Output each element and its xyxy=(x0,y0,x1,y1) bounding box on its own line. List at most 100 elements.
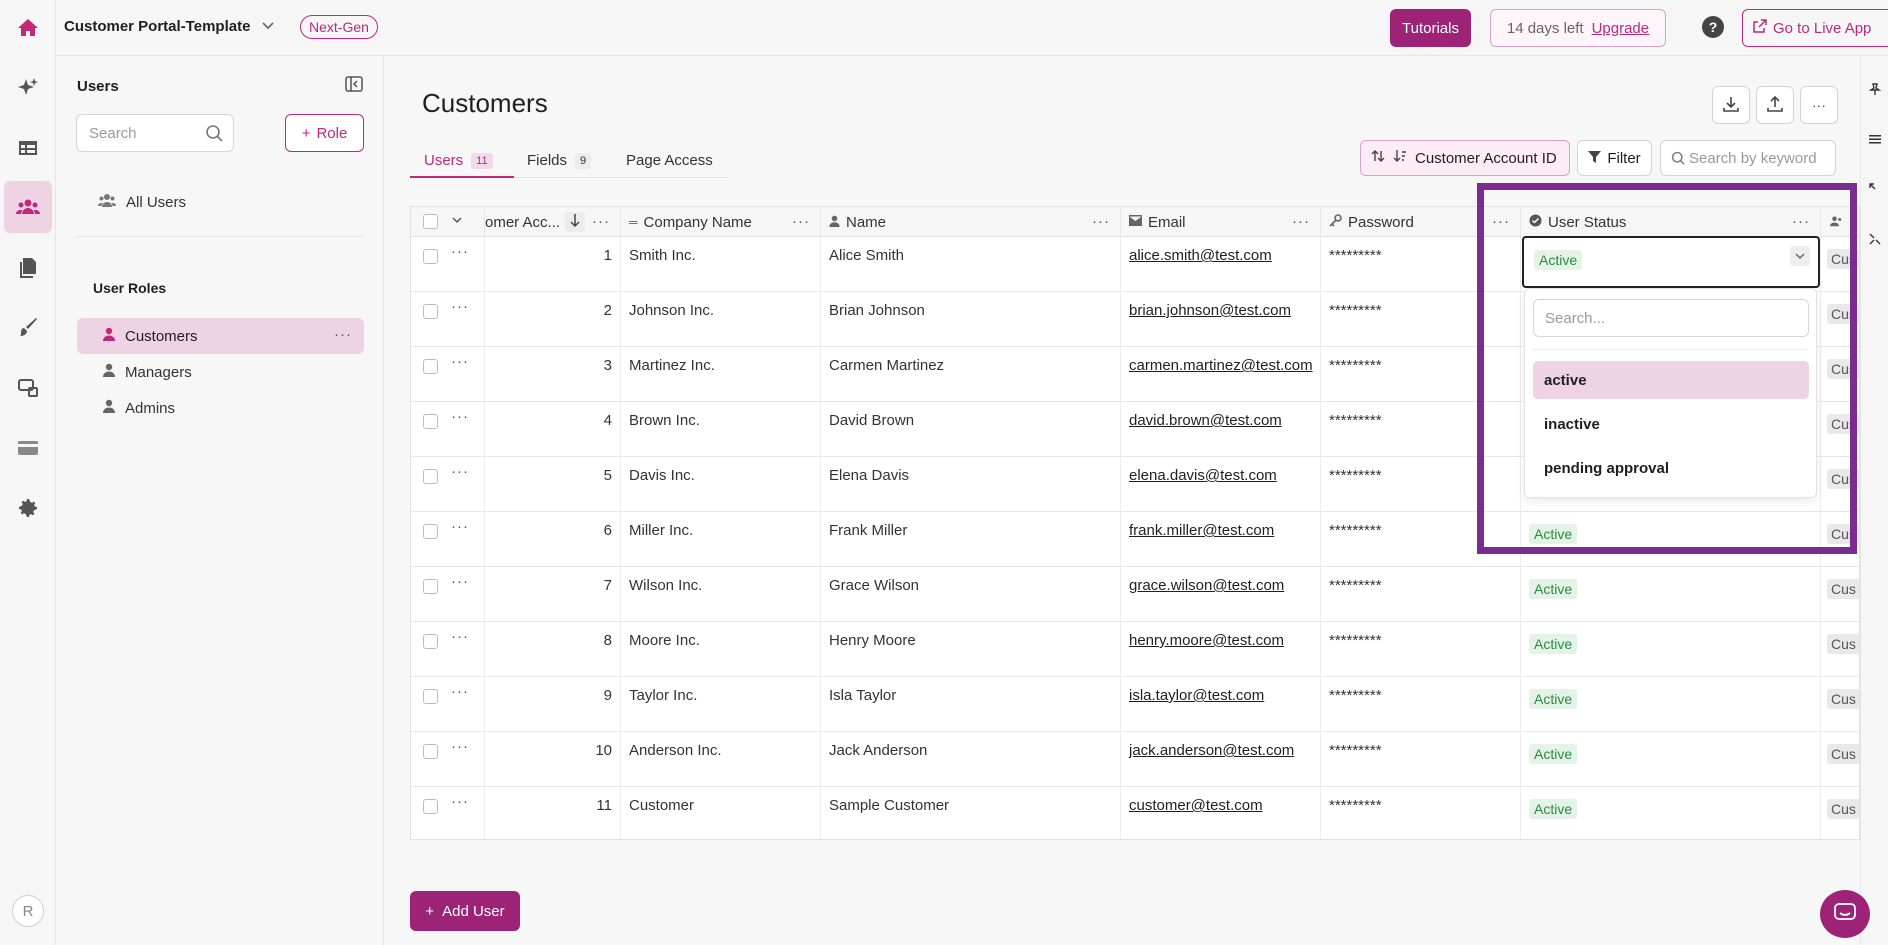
email-link[interactable]: jack.anderson@test.com xyxy=(1129,742,1295,759)
more-icon[interactable]: ··· xyxy=(1092,213,1110,230)
tutorials-button[interactable]: Tutorials xyxy=(1390,9,1471,47)
keyword-search-input[interactable]: Search by keyword xyxy=(1660,140,1836,176)
cell-status[interactable]: Active xyxy=(1521,622,1821,677)
row-more-icon[interactable]: ··· xyxy=(451,573,469,590)
cell-name[interactable]: Alice Smith xyxy=(821,237,1121,292)
cell-id[interactable]: 1 xyxy=(485,237,621,292)
cell-status[interactable] xyxy=(1521,347,1821,402)
cell-role[interactable]: Cus xyxy=(1821,347,1859,402)
role-item-admins[interactable]: Admins xyxy=(77,390,364,426)
row-select-cell[interactable]: ··· xyxy=(411,622,485,677)
cell-password[interactable]: ********* xyxy=(1321,787,1521,839)
brush-icon[interactable] xyxy=(4,301,52,353)
table-row[interactable]: ··· 7 Wilson Inc. Grace Wilson grace.wilson@… xyxy=(411,567,1859,622)
more-options-button[interactable]: ··· xyxy=(1800,86,1838,124)
row-more-icon[interactable]: ··· xyxy=(451,243,469,260)
cell-name[interactable]: Carmen Martinez xyxy=(821,347,1121,402)
cell-email[interactable]: henry.moore@test.com xyxy=(1121,622,1321,677)
user-avatar[interactable]: R xyxy=(12,895,44,927)
shrink-icon[interactable] xyxy=(1869,232,1881,248)
row-more-icon[interactable]: ··· xyxy=(451,353,469,370)
cell-password[interactable]: ********* xyxy=(1321,622,1521,677)
row-select-cell[interactable]: ··· xyxy=(411,677,485,732)
table-row[interactable]: ··· 5 Davis Inc. Elena Davis elena.davis@tes… xyxy=(411,457,1859,512)
tab-page-access[interactable]: Page Access xyxy=(626,152,713,169)
cell-company[interactable]: Johnson Inc. xyxy=(621,292,821,347)
status-option-active[interactable]: active xyxy=(1533,361,1809,399)
row-more-icon[interactable]: ··· xyxy=(451,738,469,755)
row-checkbox[interactable] xyxy=(423,689,438,704)
cell-email[interactable]: frank.miller@test.com xyxy=(1121,512,1321,567)
row-checkbox[interactable] xyxy=(423,744,438,759)
cell-email[interactable]: jack.anderson@test.com xyxy=(1121,732,1321,787)
cell-company[interactable]: Taylor Inc. xyxy=(621,677,821,732)
cell-role[interactable]: Cus xyxy=(1821,787,1859,839)
header-name[interactable]: Name ··· xyxy=(821,207,1121,237)
tab-users[interactable]: Users 11 xyxy=(424,152,493,169)
cell-password[interactable]: ********* xyxy=(1321,402,1521,457)
cell-id[interactable]: 8 xyxy=(485,622,621,677)
cell-company[interactable]: Davis Inc. xyxy=(621,457,821,512)
cell-email[interactable]: brian.johnson@test.com xyxy=(1121,292,1321,347)
row-more-icon[interactable]: ··· xyxy=(451,518,469,535)
cell-password[interactable]: ********* xyxy=(1321,237,1521,292)
row-checkbox[interactable] xyxy=(423,579,438,594)
table-row[interactable]: ··· 11 Customer Sample Customer customer@tes… xyxy=(411,787,1859,839)
email-link[interactable]: frank.miller@test.com xyxy=(1129,522,1275,539)
header-role[interactable] xyxy=(1821,207,1859,237)
chevron-down-icon[interactable] xyxy=(260,17,276,36)
cell-company[interactable]: Customer xyxy=(621,787,821,839)
cell-password[interactable]: ********* xyxy=(1321,292,1521,347)
filter-button[interactable]: Filter xyxy=(1577,140,1652,176)
cell-role[interactable]: Cus xyxy=(1821,237,1859,292)
cell-password[interactable]: ********* xyxy=(1321,732,1521,787)
email-link[interactable]: brian.johnson@test.com xyxy=(1129,302,1291,319)
email-link[interactable]: carmen.martinez@test.com xyxy=(1129,357,1313,374)
more-icon[interactable]: ··· xyxy=(1292,213,1310,230)
users-icon[interactable] xyxy=(4,181,52,233)
help-icon[interactable]: ? xyxy=(1702,16,1724,38)
pages-icon[interactable] xyxy=(4,242,52,294)
header-customer-account-id[interactable]: omer Acc... ··· xyxy=(485,207,621,237)
row-checkbox[interactable] xyxy=(423,304,438,319)
cell-name[interactable]: Isla Taylor xyxy=(821,677,1121,732)
row-more-icon[interactable]: ··· xyxy=(451,463,469,480)
row-checkbox[interactable] xyxy=(423,799,438,814)
sort-chip[interactable]: Customer Account ID xyxy=(1360,140,1570,176)
row-select-cell[interactable]: ··· xyxy=(411,292,485,347)
more-icon[interactable]: ··· xyxy=(1492,213,1510,230)
cell-status[interactable]: Active xyxy=(1521,512,1821,567)
more-icon[interactable]: ··· xyxy=(792,213,810,230)
cell-password[interactable]: ********* xyxy=(1321,512,1521,567)
cell-id[interactable]: 7 xyxy=(485,567,621,622)
download-button[interactable] xyxy=(1712,86,1750,124)
row-more-icon[interactable]: ··· xyxy=(451,683,469,700)
cell-email[interactable]: grace.wilson@test.com xyxy=(1121,567,1321,622)
cell-email[interactable]: customer@test.com xyxy=(1121,787,1321,839)
cell-role[interactable]: Cus xyxy=(1821,512,1859,567)
cell-name[interactable]: Jack Anderson xyxy=(821,732,1121,787)
tab-fields[interactable]: Fields 9 xyxy=(527,152,592,169)
cell-id[interactable]: 9 xyxy=(485,677,621,732)
cell-password[interactable]: ********* xyxy=(1321,347,1521,402)
cell-company[interactable]: Brown Inc. xyxy=(621,402,821,457)
cell-role[interactable]: Cus xyxy=(1821,292,1859,347)
header-company-name[interactable]: ═ Company Name ··· xyxy=(621,207,821,237)
cell-name[interactable]: Henry Moore xyxy=(821,622,1121,677)
role-item-customers[interactable]: Customers ··· xyxy=(77,318,364,354)
select-all-checkbox[interactable] xyxy=(423,214,438,229)
upgrade-link[interactable]: Upgrade xyxy=(1591,19,1650,37)
home-icon[interactable] xyxy=(4,2,52,54)
list-icon[interactable] xyxy=(1869,132,1881,148)
app-title[interactable]: Customer Portal-Template xyxy=(64,18,251,35)
cell-status[interactable]: Active xyxy=(1521,732,1821,787)
cell-id[interactable]: 4 xyxy=(485,402,621,457)
cell-role[interactable]: Cus xyxy=(1821,567,1859,622)
row-checkbox[interactable] xyxy=(423,414,438,429)
row-checkbox[interactable] xyxy=(423,359,438,374)
expand-icon[interactable] xyxy=(1869,182,1881,198)
row-more-icon[interactable]: ··· xyxy=(451,628,469,645)
cell-name[interactable]: Sample Customer xyxy=(821,787,1121,839)
cell-email[interactable]: alice.smith@test.com xyxy=(1121,237,1321,292)
billing-icon[interactable] xyxy=(4,422,52,474)
